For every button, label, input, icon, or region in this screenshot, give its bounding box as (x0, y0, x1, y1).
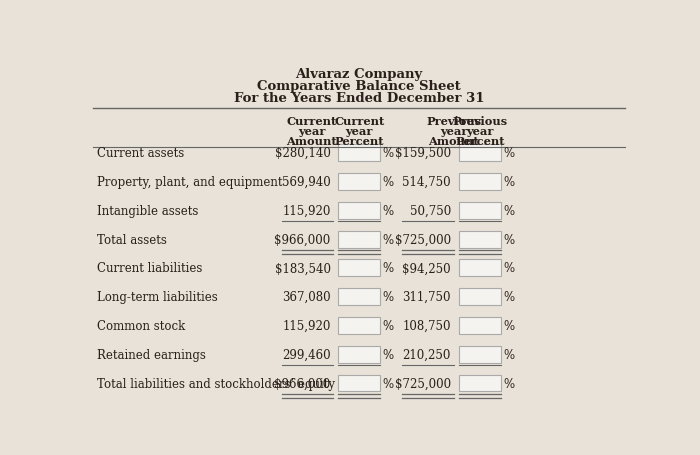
Text: Comparative Balance Sheet: Comparative Balance Sheet (257, 80, 461, 93)
Text: %: % (503, 147, 514, 160)
Text: $966,000: $966,000 (274, 233, 330, 246)
Text: Amount: Amount (286, 135, 337, 146)
FancyBboxPatch shape (338, 202, 381, 219)
Text: year: year (346, 126, 373, 136)
Text: 210,250: 210,250 (402, 348, 451, 361)
FancyBboxPatch shape (459, 318, 501, 334)
Text: Total liabilities and stockholders’ equity: Total liabilities and stockholders’ equi… (97, 377, 335, 390)
Text: %: % (383, 348, 393, 361)
Text: 108,750: 108,750 (402, 319, 451, 332)
FancyBboxPatch shape (459, 174, 501, 191)
FancyBboxPatch shape (338, 145, 381, 162)
Text: 115,920: 115,920 (282, 204, 330, 217)
Text: Property, plant, and equipment: Property, plant, and equipment (97, 176, 283, 189)
Text: %: % (383, 147, 393, 160)
Text: 367,080: 367,080 (282, 291, 330, 303)
Text: $159,500: $159,500 (395, 147, 451, 160)
Text: $725,000: $725,000 (395, 377, 451, 390)
Text: year: year (467, 126, 494, 136)
Text: $280,140: $280,140 (274, 147, 330, 160)
FancyBboxPatch shape (338, 346, 381, 363)
FancyBboxPatch shape (338, 375, 381, 392)
Text: %: % (383, 319, 393, 332)
Text: 569,940: 569,940 (282, 176, 330, 189)
Text: %: % (383, 233, 393, 246)
FancyBboxPatch shape (459, 260, 501, 277)
Text: For the Years Ended December 31: For the Years Ended December 31 (234, 92, 484, 105)
Text: 514,750: 514,750 (402, 176, 451, 189)
Text: 50,750: 50,750 (410, 204, 451, 217)
Text: year: year (298, 126, 326, 136)
Text: Previous: Previous (426, 116, 482, 126)
Text: $94,250: $94,250 (402, 262, 451, 275)
FancyBboxPatch shape (459, 375, 501, 392)
Text: %: % (383, 262, 393, 275)
Text: %: % (503, 291, 514, 303)
Text: year: year (440, 126, 468, 136)
FancyBboxPatch shape (459, 288, 501, 305)
Text: Amount: Amount (428, 135, 479, 146)
Text: $183,540: $183,540 (274, 262, 330, 275)
Text: Percent: Percent (335, 135, 384, 146)
Text: Retained earnings: Retained earnings (97, 348, 206, 361)
Text: %: % (383, 176, 393, 189)
Text: %: % (503, 348, 514, 361)
Text: %: % (503, 204, 514, 217)
Text: Alvaraz Company: Alvaraz Company (295, 67, 422, 81)
FancyBboxPatch shape (459, 231, 501, 248)
Text: %: % (503, 377, 514, 390)
Text: %: % (503, 262, 514, 275)
Text: Percent: Percent (456, 135, 505, 146)
Text: 311,750: 311,750 (402, 291, 451, 303)
FancyBboxPatch shape (338, 174, 381, 191)
FancyBboxPatch shape (338, 318, 381, 334)
Text: Current: Current (334, 116, 384, 126)
Text: Current assets: Current assets (97, 147, 185, 160)
Text: Previous: Previous (453, 116, 508, 126)
Text: $725,000: $725,000 (395, 233, 451, 246)
FancyBboxPatch shape (338, 260, 381, 277)
Text: %: % (383, 204, 393, 217)
Text: 115,920: 115,920 (282, 319, 330, 332)
FancyBboxPatch shape (338, 231, 381, 248)
Text: %: % (503, 233, 514, 246)
Text: %: % (383, 377, 393, 390)
FancyBboxPatch shape (338, 288, 381, 305)
Text: 299,460: 299,460 (282, 348, 330, 361)
Text: Current: Current (286, 116, 337, 126)
Text: Current liabilities: Current liabilities (97, 262, 202, 275)
Text: %: % (383, 291, 393, 303)
Text: $966,000: $966,000 (274, 377, 330, 390)
FancyBboxPatch shape (459, 346, 501, 363)
FancyBboxPatch shape (459, 145, 501, 162)
Text: Long-term liabilities: Long-term liabilities (97, 291, 218, 303)
Text: Intangible assets: Intangible assets (97, 204, 199, 217)
Text: %: % (503, 176, 514, 189)
Text: Common stock: Common stock (97, 319, 186, 332)
Text: Total assets: Total assets (97, 233, 167, 246)
FancyBboxPatch shape (459, 202, 501, 219)
Text: %: % (503, 319, 514, 332)
